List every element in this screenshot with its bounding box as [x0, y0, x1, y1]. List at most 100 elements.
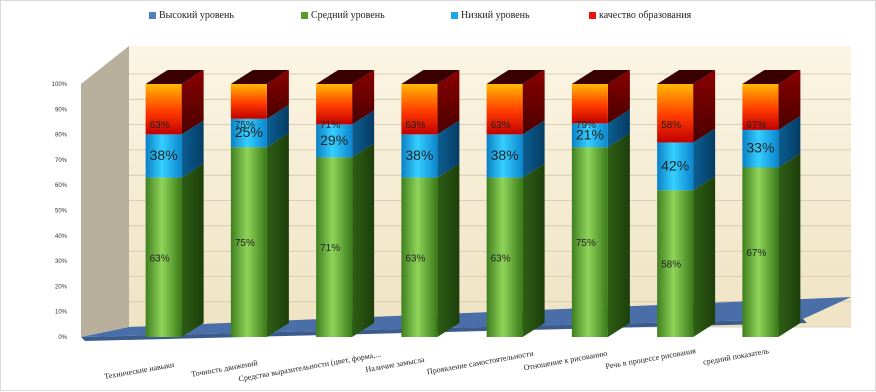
legend-swatch	[301, 12, 308, 19]
y-tick-label: 0%	[58, 335, 67, 341]
bar-side	[607, 70, 630, 124]
bar-segment	[742, 129, 779, 168]
legend-item: Низкий уровень	[451, 10, 530, 21]
legend-label: Высокий уровень	[159, 10, 234, 21]
bar-segment	[657, 84, 694, 143]
data-label: 33%	[746, 140, 774, 156]
bar-segment	[657, 142, 694, 191]
data-label: 67%	[746, 248, 766, 259]
data-label: 25%	[235, 124, 263, 140]
y-tick-label: 90%	[55, 107, 68, 113]
y-tick-label: 60%	[55, 183, 68, 189]
bar-top	[316, 70, 375, 84]
bar-segment	[486, 177, 523, 337]
bar-top	[742, 70, 801, 84]
y-tick-label: 50%	[55, 209, 68, 215]
bar-side	[693, 128, 716, 191]
data-label: 63%	[405, 120, 425, 131]
bar-side	[181, 163, 204, 337]
bar-segment	[230, 118, 267, 148]
bar-segment	[742, 84, 779, 130]
bar-side	[693, 176, 716, 337]
bar-side	[607, 133, 630, 337]
bar-side	[778, 153, 801, 337]
bar-segment	[316, 124, 353, 158]
bar-segment	[316, 84, 353, 125]
x-category-label: средний показатель	[702, 346, 770, 367]
bar-top	[657, 70, 716, 84]
data-label: 38%	[405, 147, 433, 163]
legend-item: качество образования	[589, 10, 691, 21]
bar-side	[437, 163, 460, 337]
bar-top	[230, 70, 289, 84]
bar-segment	[571, 147, 608, 337]
bar-side	[352, 143, 375, 337]
data-label: 63%	[405, 253, 425, 264]
bar-segment	[401, 84, 438, 135]
data-label: 79%	[576, 120, 596, 131]
bar-top	[401, 70, 460, 84]
bar-segment	[316, 157, 353, 337]
legend-item: Средний уровень	[301, 10, 385, 21]
bar-side	[352, 70, 375, 125]
data-label: 71%	[320, 243, 340, 254]
data-label: 75%	[235, 238, 255, 249]
legend-swatch	[149, 12, 156, 19]
legend-label: качество образования	[599, 10, 692, 21]
bar-segment	[486, 134, 523, 178]
bar-side	[266, 70, 289, 119]
x-category-label: Средства выразительности (цвет, форма,..…	[238, 350, 382, 384]
data-label: 29%	[320, 132, 348, 148]
y-tick-label: 20%	[55, 284, 68, 290]
bar-top	[571, 70, 630, 84]
bar-side	[522, 120, 545, 178]
bar-side	[266, 104, 289, 148]
bar-segment	[145, 134, 182, 178]
legend-swatch	[589, 12, 596, 19]
y-tick-label: 80%	[55, 133, 68, 139]
bar-side	[778, 70, 801, 130]
bar-side	[266, 133, 289, 337]
bar-side	[181, 70, 204, 135]
bar-segment	[145, 84, 182, 135]
data-label: 71%	[320, 120, 340, 131]
data-label: 75%	[576, 238, 596, 249]
bar-side	[181, 120, 204, 178]
y-tick-label: 10%	[55, 310, 68, 316]
x-category-label: Отношение к рисованию	[523, 349, 608, 373]
bar-segment	[230, 84, 267, 119]
legend-label: Низкий уровень	[461, 10, 530, 21]
bar-side	[522, 163, 545, 337]
bar-side	[522, 70, 545, 135]
data-label: 58%	[661, 120, 681, 131]
data-label: 63%	[491, 120, 511, 131]
bar-side	[352, 110, 375, 158]
data-label: 38%	[150, 147, 178, 163]
x-category-label: Технические навыки	[104, 360, 176, 381]
bar-side	[693, 70, 716, 143]
legend-swatch	[451, 12, 458, 19]
data-label: 58%	[661, 260, 681, 271]
legend: Высокий уровень Средний уровень Низкий уро…	[1, 10, 876, 26]
data-label: 63%	[491, 253, 511, 264]
x-category-label: Проявление самостоятельности	[426, 349, 535, 377]
bar-side	[437, 120, 460, 178]
x-category-label: Речь в процессе рисования	[605, 346, 697, 371]
data-label: 38%	[491, 147, 519, 163]
bar-side	[437, 70, 460, 135]
data-label: 63%	[150, 253, 170, 264]
bar-segment	[742, 167, 779, 337]
bar-segment	[401, 177, 438, 337]
bar-segment	[571, 84, 608, 124]
left-wall	[81, 46, 129, 337]
y-tick-label: 70%	[55, 158, 68, 164]
bar-segment	[145, 177, 182, 337]
y-tick-label: 100%	[52, 82, 68, 88]
bar-side	[607, 109, 630, 148]
bar-segment	[657, 190, 694, 337]
data-label: 67%	[746, 120, 766, 131]
legend-item: Высокий уровень	[149, 10, 234, 21]
data-label: 63%	[150, 120, 170, 131]
